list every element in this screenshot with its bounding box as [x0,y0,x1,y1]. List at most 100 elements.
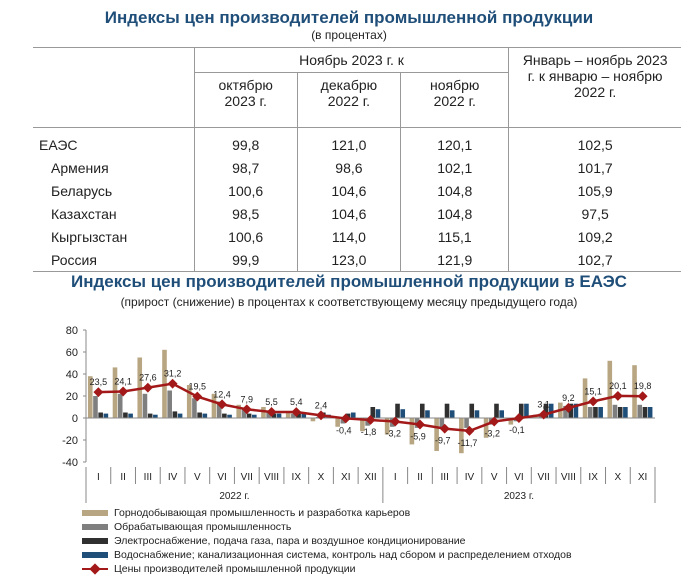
bar [266,411,271,418]
bar [612,404,618,418]
year-label: 2022 г. [219,491,249,502]
bar [469,403,475,418]
bar [296,413,301,418]
x-tick-label: I [394,472,397,483]
x-tick-label: III [441,472,449,483]
data-label: 7,9 [241,394,254,404]
bar [494,403,499,418]
bar [425,410,430,418]
bar [563,405,568,418]
x-tick-label: VII [538,472,550,483]
bar [598,407,603,418]
bar [172,411,178,418]
line-marker [538,409,549,420]
line-marker [513,413,524,424]
bar [375,409,381,418]
data-label: 5,5 [265,397,278,407]
data-label: 2,4 [315,400,328,410]
cell-nov: 102,1 [400,156,509,179]
table-subtitle: (в процентах) [311,28,387,42]
bar [241,409,247,418]
line-marker [93,387,104,398]
bar [340,418,346,424]
line-marker [142,382,153,393]
bar [87,376,93,418]
data-label: -0,4 [336,425,352,435]
group-header: Ноябрь 2023 г. к [193,47,509,73]
x-tick-label: V [491,472,498,483]
bar [419,403,425,418]
year-label: 2023 г. [504,491,534,502]
data-label: -9,7 [435,436,451,446]
bar [93,396,98,418]
legend-swatch [82,524,108,531]
y-tick-label: 20 [66,391,78,403]
bar [197,412,202,418]
bar [310,418,316,422]
data-label: 23,5 [90,377,108,387]
y-tick-label: 40 [66,369,78,381]
bar [252,414,257,418]
col-nov-header: ноябрю 2022 г. [400,72,509,128]
bar [499,410,504,418]
bar [449,410,455,418]
data-label: 5,4 [290,397,303,407]
row-name: Казахстан [51,205,117,222]
bar [623,407,628,418]
data-label: 19,8 [634,381,652,391]
legend-swatch [82,510,108,517]
bar [276,413,282,418]
cell-oct: 99,8 [193,127,298,156]
bar [177,413,183,418]
legend-item: Обрабатывающая промышленность [82,521,291,533]
table-row: Россия 99,9 123,0 121,9 102,7 [33,248,681,272]
x-tick-label: XII [364,472,376,483]
bar [464,418,469,428]
legend-label: Горнодобывающая промышленность и разрабо… [114,507,411,519]
bar [117,393,123,418]
bar [202,413,208,418]
cell-oct: 98,7 [193,156,298,179]
row-name: Кыргызстан [51,228,128,245]
line-marker [217,399,228,410]
col-dec-header: декабрю 2022 г. [296,72,401,128]
data-label: 27,6 [139,373,157,383]
bar [153,414,158,418]
legend-swatch [82,563,108,575]
cell-ytd: 102,7 [508,248,681,272]
bar [246,413,252,418]
bar [637,404,643,418]
row-name: ЕАЭС [39,137,78,153]
bar [98,412,103,418]
bar [568,403,574,418]
legend-swatch [82,552,108,559]
x-tick-label: VIII [264,472,279,483]
legend-item: Водоснабжение; канализационная система, … [82,549,572,561]
table-row: Армения 98,7 98,6 102,1 101,7 [33,156,681,179]
row-name: Армения [51,159,109,176]
legend-label: Водоснабжение; канализационная система, … [114,549,572,561]
bar [409,418,415,445]
cell-dec: 121,0 [296,127,401,156]
chart-plot: -40 -20 0 20 40 60 80 23,5 24,1 27,6 31,2 19,5 12,4 7… [62,325,656,503]
cell-ytd: 105,9 [508,179,681,202]
bar [587,407,593,418]
x-tick-label: I [97,472,100,483]
bar [474,410,480,418]
legend-swatch [82,538,108,545]
x-tick-label: III [144,472,152,483]
cell-nov: 115,1 [400,225,509,248]
data-label: 3,1 [537,400,550,410]
cell-nov: 104,8 [400,202,509,225]
bar [147,413,153,418]
cell-dec: 98,6 [296,156,401,179]
bar [301,413,307,418]
bar [360,418,365,432]
bar [103,413,109,418]
x-tick-label: X [318,472,325,483]
x-tick-label: VI [514,472,523,483]
data-label: 12,4 [213,389,231,399]
bar [370,407,376,418]
bar [607,360,613,418]
x-tick-label: VIII [561,472,576,483]
